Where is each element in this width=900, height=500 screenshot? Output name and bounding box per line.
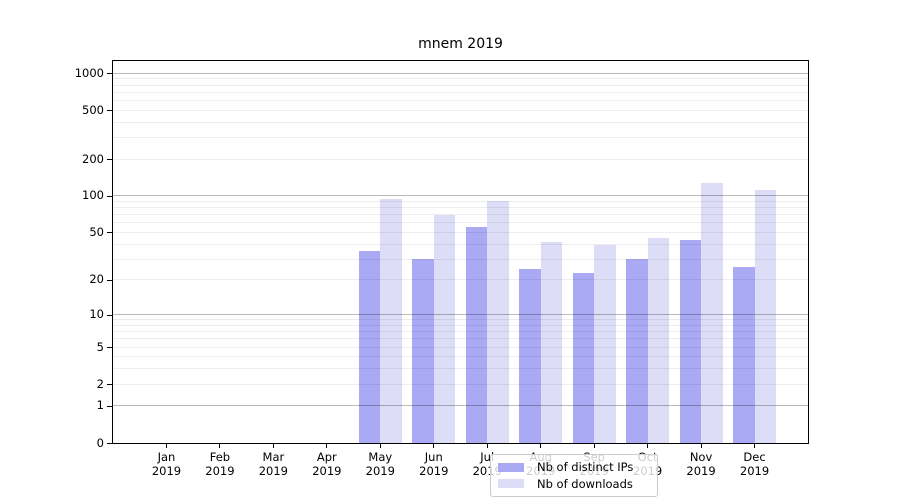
x-tick-label: Mar 2019 <box>241 450 305 478</box>
x-tick-label: Apr 2019 <box>295 450 359 478</box>
bar-nb-of-downloads-jun <box>433 214 456 443</box>
x-tick-label-year: 2019 <box>258 464 289 478</box>
bar-nb-of-distinct-ips-oct <box>626 259 648 443</box>
bar-nb-of-distinct-ips-may <box>358 251 381 443</box>
bar-nb-of-downloads-oct <box>647 237 670 443</box>
x-tick-label-year: 2019 <box>686 464 716 478</box>
x-tick-mark <box>272 444 274 448</box>
y-tick-mark <box>107 384 112 386</box>
y-tick-label: 5 <box>96 339 104 354</box>
x-tick-label-month: Mar <box>262 450 285 464</box>
bar-nb-of-distinct-ips-sep <box>572 272 595 443</box>
legend-row: Nb of distinct IPs <box>498 460 651 474</box>
y-tick-label: 50 <box>89 224 104 239</box>
legend-row: Nb of downloads <box>498 477 651 491</box>
y-tick-mark <box>107 405 112 407</box>
x-tick-mark <box>593 444 595 448</box>
y-tick-mark <box>107 279 112 281</box>
gridline-minor <box>113 136 808 138</box>
gridline-minor <box>113 91 808 93</box>
gridline-major <box>113 72 808 74</box>
legend-swatch-icon <box>498 462 524 472</box>
x-tick-label-month: Jan <box>157 450 176 464</box>
gridline-minor <box>113 158 808 160</box>
y-tick-mark <box>107 443 112 444</box>
gridline-minor <box>113 121 808 123</box>
x-tick-label: Feb 2019 <box>188 450 252 478</box>
x-tick-label: Jan 2019 <box>134 450 198 478</box>
gridline-minor <box>113 109 808 111</box>
bar-nb-of-downloads-may <box>380 199 402 443</box>
gridline-minor <box>113 99 808 101</box>
x-tick-label-year: 2019 <box>365 464 395 478</box>
bar-nb-of-downloads-aug <box>540 241 563 443</box>
gridline-minor <box>113 84 808 86</box>
x-tick-mark <box>219 444 221 448</box>
x-tick-mark <box>379 444 381 448</box>
y-tick-label: 1 <box>96 398 104 413</box>
legend: Nb of distinct IPs Nb of downloads <box>490 454 658 497</box>
x-tick-mark <box>326 444 328 448</box>
chart-title: mnem 2019 <box>418 36 503 52</box>
legend-swatch-icon <box>498 479 524 489</box>
x-tick-label-month: Apr <box>316 450 337 464</box>
x-tick-label-month: Nov <box>689 450 713 464</box>
x-tick-mark <box>647 444 649 448</box>
bar-nb-of-downloads-dec <box>754 189 777 443</box>
x-tick-label-month: Jun <box>424 450 443 464</box>
y-tick-label: 10 <box>89 307 104 322</box>
bar-nb-of-distinct-ips-nov <box>679 240 702 443</box>
y-tick-mark <box>107 314 112 316</box>
y-tick-mark <box>107 110 112 112</box>
x-tick-mark <box>700 444 702 448</box>
bar-nb-of-distinct-ips-jun <box>412 259 434 443</box>
bar-nb-of-distinct-ips-dec <box>733 266 755 443</box>
x-tick-mark <box>433 444 435 448</box>
y-tick-mark <box>107 347 112 349</box>
y-tick-label: 500 <box>82 102 104 117</box>
x-tick-mark <box>165 444 167 448</box>
bar-nb-of-distinct-ips-aug <box>519 268 541 443</box>
y-tick-label: 100 <box>82 188 104 203</box>
x-tick-label-month: May <box>368 450 393 464</box>
x-tick-label-year: 2019 <box>419 464 449 478</box>
x-tick-mark <box>540 444 542 448</box>
y-tick-mark <box>107 73 112 75</box>
x-tick-label: May 2019 <box>348 450 412 478</box>
x-tick-mark <box>486 444 488 448</box>
bar-nb-of-downloads-nov <box>701 183 723 443</box>
y-tick-mark <box>107 159 112 161</box>
bar-nb-of-downloads-jul <box>487 201 509 443</box>
y-tick-mark <box>107 232 112 234</box>
y-tick-label: 1000 <box>74 65 104 80</box>
bar-nb-of-downloads-sep <box>594 245 616 443</box>
y-tick-mark <box>107 195 112 197</box>
x-tick-label: Nov 2019 <box>669 450 733 478</box>
gridline-minor <box>113 78 808 80</box>
x-tick-label: Dec 2019 <box>723 450 787 478</box>
x-tick-label-year: 2019 <box>312 464 342 478</box>
x-tick-label-year: 2019 <box>151 464 182 478</box>
legend-label: Nb of distinct IPs <box>537 460 634 475</box>
bar-nb-of-distinct-ips-jul <box>465 227 488 443</box>
y-tick-label: 2 <box>96 376 104 391</box>
x-tick-label-year: 2019 <box>205 464 235 478</box>
y-tick-label: 0 <box>96 435 104 450</box>
x-tick-label-year: 2019 <box>739 464 770 478</box>
x-tick-label-month: Dec <box>743 450 766 464</box>
y-tick-label: 20 <box>89 272 104 287</box>
plot-area: Nb of distinct IPs Nb of downloads <box>112 60 809 497</box>
x-tick-label-month: Feb <box>209 450 231 464</box>
x-tick-mark <box>754 444 756 448</box>
x-tick-label: Jun 2019 <box>402 450 466 478</box>
legend-label: Nb of downloads <box>537 476 633 491</box>
y-tick-label: 200 <box>82 151 104 166</box>
